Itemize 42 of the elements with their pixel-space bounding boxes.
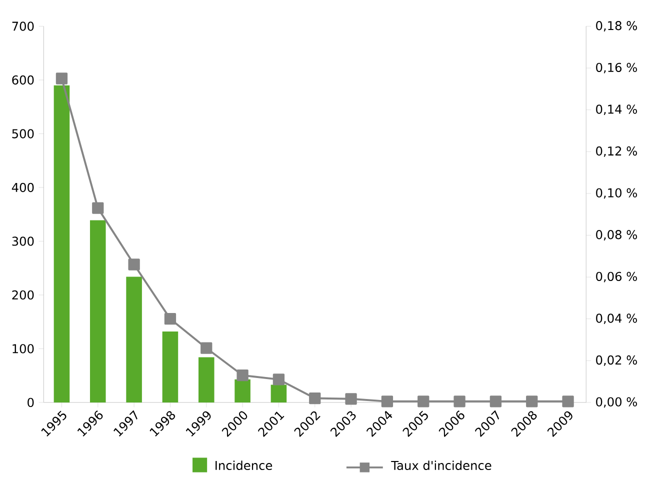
- point: [164, 312, 176, 325]
- legend-label: Incidence: [216, 460, 272, 470]
- y2-tick-label: 0,08 %: [596, 230, 637, 240]
- y2-tick-label: 0,14 %: [596, 104, 637, 115]
- y-tick-label: 100: [12, 344, 34, 354]
- y-tick-label: 600: [12, 75, 34, 84]
- point: [490, 396, 502, 408]
- point: [562, 396, 574, 408]
- y-tick-label: 700: [12, 22, 34, 31]
- point: [128, 258, 140, 270]
- y2-tick-label: 0,02 %: [596, 355, 637, 366]
- bar: [234, 379, 250, 402]
- y2-tick-label: 0,18 %: [596, 20, 637, 32]
- bar: [162, 331, 178, 402]
- bar: [270, 384, 287, 402]
- bar: [54, 85, 70, 402]
- y2-tick-label: 0,04 %: [596, 314, 637, 324]
- bar: [126, 276, 142, 402]
- y2-tick-label: 0,16 %: [596, 62, 637, 74]
- y-tick-label: 300: [12, 236, 34, 246]
- point: [454, 396, 466, 408]
- y-tick-label: 400: [12, 182, 34, 192]
- point: [381, 396, 394, 408]
- bar: [90, 220, 106, 402]
- y-tick-label: 500: [12, 129, 34, 138]
- point: [56, 72, 68, 84]
- y2-tick-label: 0,06 %: [596, 272, 637, 282]
- y-tick-label: 200: [12, 290, 34, 300]
- y2-tick-label: 0,10 %: [596, 188, 637, 199]
- point: [92, 202, 104, 214]
- point: [418, 396, 430, 408]
- legend-label: Taux d'incidence: [391, 460, 492, 470]
- bar: [198, 357, 214, 402]
- y-tick-label: 0: [28, 398, 34, 407]
- point: [272, 374, 285, 386]
- point: [526, 396, 538, 408]
- point: [236, 369, 248, 382]
- y2-tick-label: 0,00 %: [596, 397, 637, 408]
- point: [309, 392, 321, 404]
- point: [200, 342, 212, 354]
- point: [345, 392, 357, 405]
- y2-tick-label: 0,12 %: [596, 146, 637, 157]
